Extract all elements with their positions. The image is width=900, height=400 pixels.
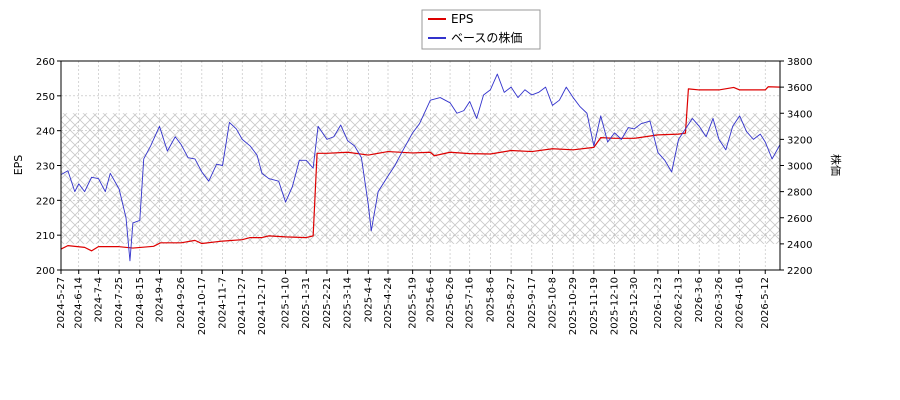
x-tick-label: 2026-1-23 <box>653 277 664 329</box>
x-tick-label: 2025-8-6 <box>485 277 496 322</box>
x-tick-label: 2024-11-27 <box>237 277 248 335</box>
x-tick-label: 2025-11-19 <box>589 277 600 335</box>
y-left-tick-label: 220 <box>36 196 55 207</box>
y-right-tick-label: 2600 <box>787 214 812 225</box>
y-left-tick-label: 240 <box>36 127 55 138</box>
x-tick-label: 2025-12-10 <box>610 277 621 335</box>
x-tick-label: 2024-9-26 <box>176 277 187 329</box>
x-tick-label: 2025-8-27 <box>506 277 517 329</box>
eps-series-line <box>61 86 780 252</box>
x-tick-label: 2025-6-26 <box>445 277 456 329</box>
x-tick-label: 2025-10-29 <box>568 277 579 335</box>
y-right-tick-label: 3400 <box>787 109 812 120</box>
x-tick-label: 2024-12-17 <box>257 277 268 335</box>
grid <box>60 60 780 271</box>
price-series-line <box>61 73 780 262</box>
legend-eps-label: EPS <box>451 12 473 26</box>
x-tick-label: 2026-4-16 <box>735 277 746 329</box>
legend-price-label: ベースの株価 <box>451 30 522 45</box>
x-tick-label: 2025-4-24 <box>383 277 394 329</box>
legend: EPS ベースの株価 <box>421 9 541 50</box>
x-tick-label: 2025-1-10 <box>281 277 292 329</box>
y-right-tick-label: 3000 <box>787 162 812 173</box>
x-tick-label: 2024-7-4 <box>93 277 104 322</box>
y-right-tick-label: 2200 <box>787 266 812 277</box>
x-tick-label: 2025-10-8 <box>547 277 558 329</box>
x-tick-label: 2025-2-21 <box>322 277 333 329</box>
x-tick-label: 2024-10-17 <box>197 277 208 335</box>
y-right-tick-label: 2800 <box>787 188 812 199</box>
x-tick-label: 2025-4-4 <box>363 277 374 322</box>
x-tick-label: 2025-1-31 <box>301 277 312 329</box>
x-tick-label: 2024-7-25 <box>114 277 125 329</box>
y-left-tick-label: 230 <box>36 162 55 173</box>
y-left-tick-label: 200 <box>36 266 55 277</box>
x-tick-label: 2025-6-6 <box>425 277 436 322</box>
y-right-tick-label: 2400 <box>787 240 812 251</box>
y-left-tick-label: 260 <box>36 57 55 68</box>
x-tick-label: 2025-5-19 <box>408 277 419 329</box>
x-tick-label: 2024-11-7 <box>218 277 229 329</box>
x-tick-label: 2025-3-14 <box>343 277 354 329</box>
y-right-tick-label: 3600 <box>787 83 812 94</box>
x-tick-label: 2026-3-6 <box>694 277 705 322</box>
x-tick-label: 2024-8-15 <box>135 277 146 329</box>
x-tick-label: 2025-7-16 <box>465 277 476 329</box>
y-left-axis-label: EPS <box>12 155 25 176</box>
legend-box <box>421 9 541 50</box>
y-right-tick-label: 3200 <box>787 135 812 146</box>
x-tick-label: 2024-5-27 <box>56 277 67 329</box>
y-left-tick-label: 250 <box>36 92 55 103</box>
x-tick-label: 2026-5-12 <box>760 277 771 329</box>
x-tick-label: 2025-12-30 <box>629 277 640 335</box>
x-tick-label: 2024-9-4 <box>154 277 165 322</box>
x-tick-label: 2025-9-17 <box>527 277 538 329</box>
y-right-axis-label: 株価 <box>829 154 843 176</box>
x-tick-label: 2024-6-14 <box>74 277 85 329</box>
y-left-tick-label: 210 <box>36 231 55 242</box>
hatched-band <box>61 113 780 244</box>
x-tick-label: 2026-3-26 <box>714 277 725 329</box>
x-tick-label: 2026-2-13 <box>674 277 685 329</box>
y-right-tick-label: 3800 <box>787 57 812 68</box>
